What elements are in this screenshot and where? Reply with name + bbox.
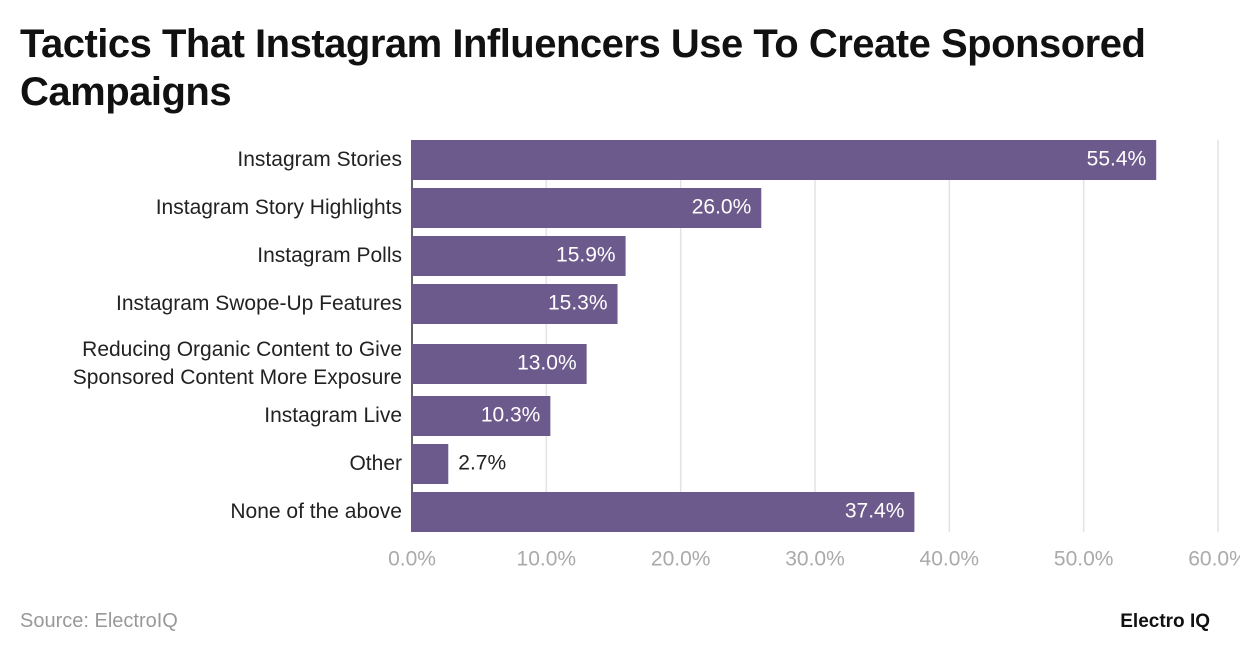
category-label: Instagram Polls — [257, 244, 402, 267]
value-label: 55.4% — [1087, 148, 1147, 171]
bar — [412, 236, 626, 276]
x-tick-label: 20.0% — [651, 548, 711, 571]
x-tick-label: 0.0% — [388, 548, 436, 571]
x-tick-label: 50.0% — [1054, 548, 1114, 571]
bar — [412, 284, 618, 324]
bar — [412, 396, 551, 436]
value-label: 13.0% — [517, 352, 577, 375]
category-label: Instagram Swope-Up Features — [116, 292, 402, 315]
category-label: Instagram Stories — [237, 148, 402, 171]
value-label: 10.3% — [481, 404, 541, 427]
bar — [412, 344, 587, 384]
brand-logo: Electro IQ — [1120, 611, 1210, 632]
value-label: 15.3% — [548, 292, 608, 315]
x-tick-label: 10.0% — [517, 548, 577, 571]
value-label: 2.7% — [458, 452, 506, 475]
category-label: Reducing Organic Content to Give Sponsor… — [72, 338, 402, 389]
value-label: 26.0% — [692, 196, 752, 219]
category-label: Instagram Live — [264, 404, 402, 427]
source-note: Source: ElectroIQ — [20, 610, 178, 632]
chart-title: Tactics That Instagram Influencers Use T… — [20, 22, 1146, 114]
category-label: Instagram Story Highlights — [155, 196, 402, 219]
category-label: None of the above — [230, 500, 402, 523]
bar — [412, 444, 449, 484]
x-tick-label: 40.0% — [920, 548, 980, 571]
x-tick-label: 30.0% — [785, 548, 845, 571]
bar — [412, 188, 762, 228]
bar — [412, 492, 915, 532]
value-label: 37.4% — [845, 500, 905, 523]
category-label: Other — [349, 452, 402, 475]
bar — [412, 140, 1157, 180]
value-label: 15.9% — [556, 244, 616, 267]
x-tick-label: 60.0% — [1188, 548, 1240, 571]
